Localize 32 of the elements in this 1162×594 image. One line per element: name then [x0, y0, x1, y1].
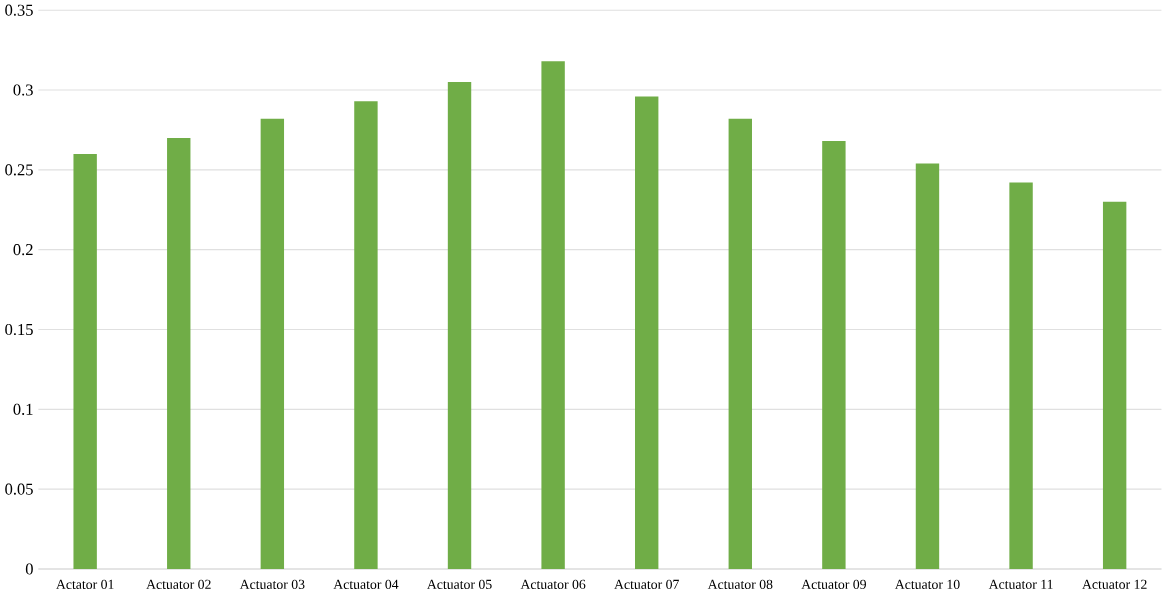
bar — [447, 82, 472, 570]
x-tick-label: Actuator 02 — [146, 579, 211, 590]
x-tick-label: Actuator 10 — [894, 579, 960, 590]
y-tick-label: 0.15 — [5, 324, 33, 336]
y-tick-label: 0.05 — [5, 483, 33, 495]
y-tick-label: 0.25 — [5, 164, 33, 176]
x-tick-label: Actuator 04 — [333, 579, 399, 590]
bar — [354, 101, 378, 570]
bar — [635, 96, 659, 570]
x-tick-label: Actator 01 — [56, 579, 114, 590]
bar — [822, 141, 846, 570]
bar — [541, 61, 565, 570]
x-tick-label: Actuator 12 — [1082, 579, 1147, 590]
bar — [728, 118, 752, 570]
x-tick-label: Actuator 09 — [801, 579, 866, 590]
bar — [167, 138, 191, 570]
x-tick-label: Actuator 05 — [426, 579, 492, 590]
y-tick-label: 0.1 — [13, 403, 33, 416]
y-tick-label: 0 — [25, 563, 33, 575]
y-tick-label: 0.3 — [13, 84, 33, 96]
bar — [1009, 182, 1033, 570]
x-tick-label: Actuator 03 — [239, 579, 305, 590]
bar — [915, 163, 940, 570]
bar — [73, 154, 97, 570]
x-tick-label: Actuator 06 — [520, 579, 586, 590]
y-tick-label: 0.35 — [5, 4, 33, 17]
bar — [260, 118, 285, 570]
x-tick-label: Actuator 08 — [707, 579, 773, 590]
x-tick-label: Actuator 11 — [988, 579, 1053, 590]
x-tick-label: Actuator 07 — [614, 579, 679, 590]
bar — [1102, 201, 1127, 570]
y-tick-label: 0.2 — [13, 244, 33, 256]
